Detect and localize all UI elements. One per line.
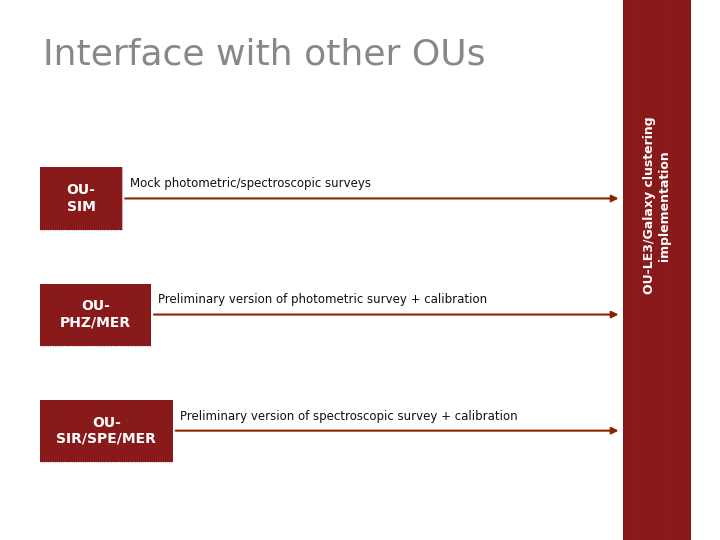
Text: OU-
PHZ/MER: OU- PHZ/MER xyxy=(60,300,131,329)
Text: Mock photometric/spectroscopic surveys: Mock photometric/spectroscopic surveys xyxy=(130,177,371,191)
Bar xyxy=(40,400,173,462)
Bar xyxy=(40,167,122,230)
Text: Interface with other OUs: Interface with other OUs xyxy=(43,38,486,72)
Text: OU-
SIM: OU- SIM xyxy=(66,184,96,213)
Bar xyxy=(40,284,151,346)
Text: Preliminary version of photometric survey + calibration: Preliminary version of photometric surve… xyxy=(158,293,487,306)
Text: OU-LE3/Galaxy clustering
implementation: OU-LE3/Galaxy clustering implementation xyxy=(643,117,671,294)
Text: Preliminary version of spectroscopic survey + calibration: Preliminary version of spectroscopic sur… xyxy=(180,409,518,422)
Bar xyxy=(623,0,691,540)
Text: OU-
SIR/SPE/MER: OU- SIR/SPE/MER xyxy=(56,416,156,446)
